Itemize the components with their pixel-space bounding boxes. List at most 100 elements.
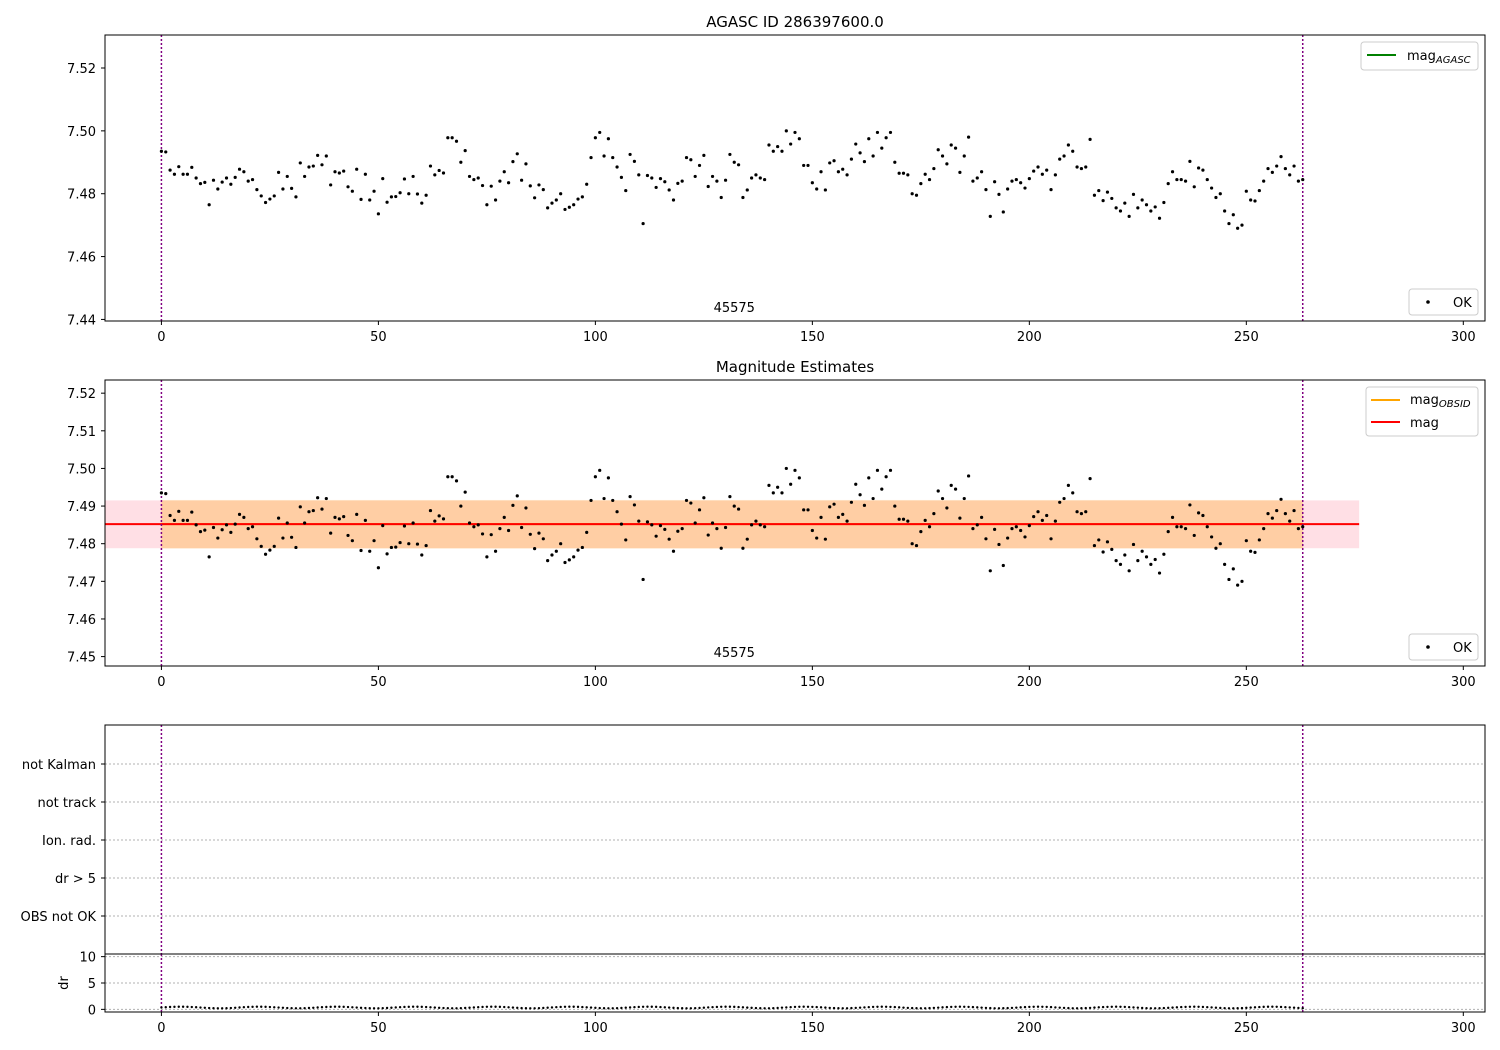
dr-point: [1149, 1007, 1153, 1010]
x-tick-label: 150: [800, 1021, 825, 1036]
data-point: [324, 496, 328, 501]
data-point: [1214, 195, 1218, 200]
dr-point: [1015, 1006, 1018, 1009]
data-point: [927, 525, 932, 529]
dr-point: [264, 1005, 267, 1009]
data-point: [1040, 172, 1044, 176]
dr-point: [1175, 1006, 1179, 1009]
dr-point: [1084, 1006, 1087, 1010]
data-point: [728, 152, 732, 157]
x-tick-label: 50: [370, 330, 387, 345]
dr-point: [1032, 1005, 1035, 1008]
data-point: [880, 487, 884, 491]
data-point: [1131, 192, 1136, 196]
data-point: [528, 532, 532, 536]
data-point: [1140, 198, 1144, 202]
x-tick-label: 0: [157, 1021, 165, 1036]
data-point: [940, 496, 945, 501]
x-tick-label: 100: [583, 1021, 608, 1036]
dr-point: [450, 1007, 454, 1010]
data-point: [684, 498, 689, 503]
data-point: [485, 203, 489, 207]
data-point: [802, 508, 806, 512]
panel1-legend-lower[interactable]: OK: [1408, 288, 1479, 316]
dr-point: [542, 1006, 545, 1010]
data-point: [537, 531, 541, 535]
data-point: [1149, 562, 1153, 566]
dr-point: [1206, 1005, 1209, 1009]
data-point: [1201, 513, 1205, 518]
data-point: [398, 191, 402, 195]
panel2-title: Magnitude Estimates: [716, 358, 874, 376]
dr-point: [420, 1005, 423, 1009]
data-point: [515, 494, 519, 498]
data-point: [745, 537, 749, 541]
dr-point: [281, 1006, 285, 1010]
dr-point: [1110, 1005, 1113, 1008]
data-point: [424, 543, 428, 548]
panel1-legend-upper[interactable]: magAGASC: [1360, 41, 1479, 71]
data-point: [832, 502, 836, 506]
data-point: [1071, 491, 1075, 495]
data-point: [789, 482, 793, 486]
data-point: [185, 172, 190, 176]
dr-point: [611, 1007, 614, 1010]
data-point: [732, 160, 736, 164]
dr-point: [1080, 1007, 1083, 1010]
data-point: [472, 177, 476, 182]
data-point: [576, 197, 580, 201]
data-point: [997, 542, 1001, 547]
data-point: [1214, 546, 1218, 550]
data-point: [728, 495, 732, 499]
data-point: [914, 543, 919, 548]
data-point: [572, 203, 576, 207]
dr-point: [320, 1006, 324, 1009]
data-point: [710, 521, 715, 525]
data-point: [706, 533, 710, 537]
dr-point: [177, 1005, 180, 1008]
data-point: [1001, 563, 1005, 568]
panel2-legend-upper[interactable]: magOBSID mag: [1365, 386, 1479, 437]
data-point: [750, 523, 754, 527]
data-point: [771, 491, 775, 495]
dr-point: [316, 1006, 319, 1009]
panel4-points: [160, 1005, 1304, 1010]
y-tick-label: 7.50: [67, 462, 96, 477]
data-point: [1027, 177, 1031, 181]
dr-point: [937, 1006, 940, 1009]
data-point: [311, 508, 315, 513]
dr-point: [798, 1005, 801, 1008]
data-point: [1283, 511, 1287, 516]
data-point: [185, 518, 190, 522]
data-point: [1231, 213, 1235, 217]
data-point: [897, 171, 901, 175]
dr-point: [897, 1006, 901, 1009]
dr-point: [472, 1006, 476, 1009]
data-point: [1153, 557, 1157, 562]
dr-point: [225, 1006, 228, 1010]
panel2-legend-lower[interactable]: OK: [1408, 633, 1479, 661]
data-point: [784, 129, 788, 133]
data-point: [619, 175, 624, 179]
data-point: [736, 507, 741, 511]
data-point: [1049, 188, 1053, 192]
data-point: [1075, 165, 1079, 169]
data-point: [741, 195, 745, 200]
dr-point: [746, 1006, 749, 1009]
data-point: [1188, 503, 1192, 507]
data-point: [220, 528, 224, 532]
dr-point: [989, 1006, 992, 1010]
data-point: [1071, 149, 1075, 153]
dr-point: [759, 1007, 762, 1010]
panel2-points: [159, 466, 1305, 587]
data-point: [1175, 525, 1179, 529]
data-point: [871, 154, 875, 158]
data-point: [463, 149, 467, 153]
data-point: [1236, 583, 1240, 587]
dr-point: [216, 1007, 220, 1010]
data-point: [502, 515, 506, 519]
dr-point: [325, 1005, 328, 1009]
data-point: [645, 173, 650, 178]
data-point: [1101, 550, 1105, 554]
data-point: [1162, 552, 1166, 556]
